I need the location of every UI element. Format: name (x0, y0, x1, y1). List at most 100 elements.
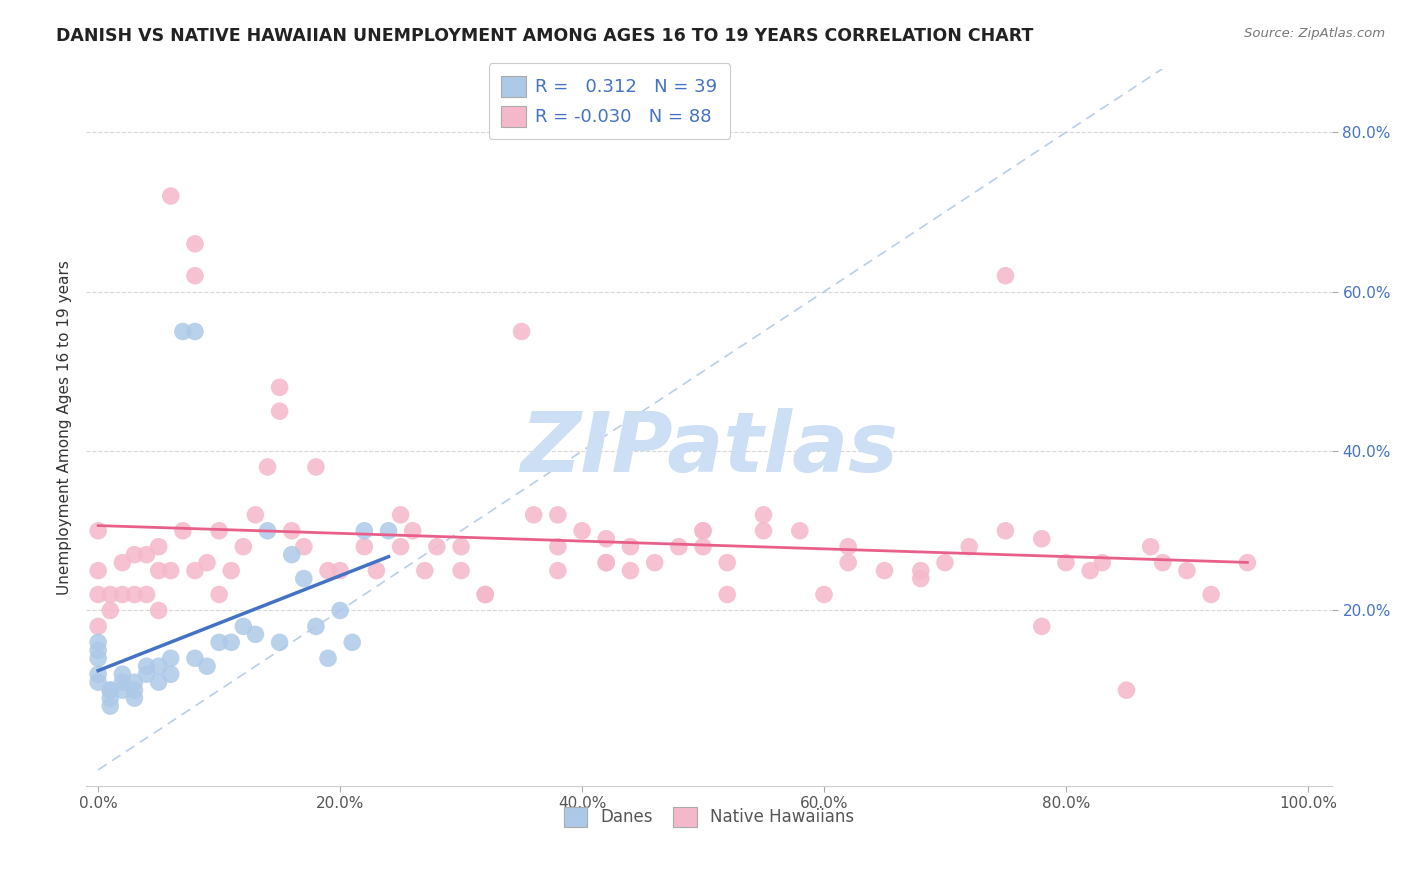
Point (353, 540, 375, 554)
Point (124, 548, 146, 562)
Point (547, 540, 569, 554)
Point (716, 587, 738, 601)
Point (329, 564, 352, 578)
Point (353, 524, 375, 538)
Point (366, 564, 388, 578)
Point (692, 540, 714, 554)
Point (450, 540, 472, 554)
Point (305, 460, 328, 475)
Point (1175, 564, 1198, 578)
Point (245, 627, 267, 641)
Point (813, 587, 835, 601)
Point (172, 325, 194, 339)
Point (547, 508, 569, 522)
Text: ZIPatlas: ZIPatlas (520, 409, 898, 489)
Point (124, 683, 146, 698)
Point (111, 683, 134, 698)
Legend: Danes, Native Hawaiians: Danes, Native Hawaiians (555, 799, 862, 835)
Point (837, 556, 859, 570)
Point (98, 699, 121, 714)
Point (184, 236, 207, 251)
Point (934, 556, 956, 570)
Point (1031, 619, 1053, 633)
Point (305, 619, 328, 633)
Point (184, 268, 207, 283)
Point (208, 587, 231, 601)
Point (219, 564, 242, 578)
Point (619, 564, 641, 578)
Point (148, 675, 170, 690)
Point (87, 675, 110, 690)
Point (389, 508, 412, 522)
Point (135, 659, 157, 673)
Point (269, 635, 291, 649)
Point (87, 619, 110, 633)
Point (135, 587, 157, 601)
Point (184, 564, 207, 578)
Point (148, 564, 170, 578)
Point (124, 675, 146, 690)
Point (292, 540, 315, 554)
Point (619, 540, 641, 554)
Point (292, 572, 315, 586)
Point (87, 651, 110, 665)
Point (280, 524, 302, 538)
Point (111, 556, 134, 570)
Text: DANISH VS NATIVE HAWAIIAN UNEMPLOYMENT AMONG AGES 16 TO 19 YEARS CORRELATION CHA: DANISH VS NATIVE HAWAIIAN UNEMPLOYMENT A… (56, 27, 1033, 45)
Point (789, 524, 811, 538)
Point (208, 524, 231, 538)
Point (111, 667, 134, 681)
Point (208, 635, 231, 649)
Point (474, 587, 496, 601)
Point (1236, 556, 1258, 570)
Point (98, 587, 121, 601)
Point (910, 572, 932, 586)
Point (98, 683, 121, 698)
Point (994, 524, 1017, 538)
Point (873, 564, 896, 578)
Point (98, 691, 121, 706)
Point (595, 532, 617, 546)
Y-axis label: Unemployment Among Ages 16 to 19 years: Unemployment Among Ages 16 to 19 years (58, 260, 72, 595)
Point (547, 564, 569, 578)
Point (184, 651, 207, 665)
Point (1115, 683, 1137, 698)
Point (184, 325, 207, 339)
Point (87, 643, 110, 657)
Point (752, 508, 775, 522)
Point (245, 508, 267, 522)
Point (256, 524, 278, 538)
Point (159, 667, 181, 681)
Point (837, 540, 859, 554)
Point (232, 619, 254, 633)
Point (692, 524, 714, 538)
Text: Source: ZipAtlas.com: Source: ZipAtlas.com (1244, 27, 1385, 40)
Point (148, 603, 170, 617)
Point (148, 540, 170, 554)
Point (124, 587, 146, 601)
Point (87, 635, 110, 649)
Point (1078, 564, 1101, 578)
Point (510, 325, 533, 339)
Point (124, 691, 146, 706)
Point (1091, 556, 1114, 570)
Point (957, 540, 980, 554)
Point (87, 667, 110, 681)
Point (316, 564, 339, 578)
Point (1152, 556, 1174, 570)
Point (523, 508, 546, 522)
Point (135, 548, 157, 562)
Point (413, 564, 436, 578)
Point (668, 540, 690, 554)
Point (377, 524, 399, 538)
Point (111, 675, 134, 690)
Point (1139, 540, 1161, 554)
Point (269, 404, 291, 418)
Point (148, 659, 170, 673)
Point (256, 460, 278, 475)
Point (910, 564, 932, 578)
Point (195, 556, 218, 570)
Point (644, 556, 666, 570)
Point (159, 189, 181, 203)
Point (87, 524, 110, 538)
